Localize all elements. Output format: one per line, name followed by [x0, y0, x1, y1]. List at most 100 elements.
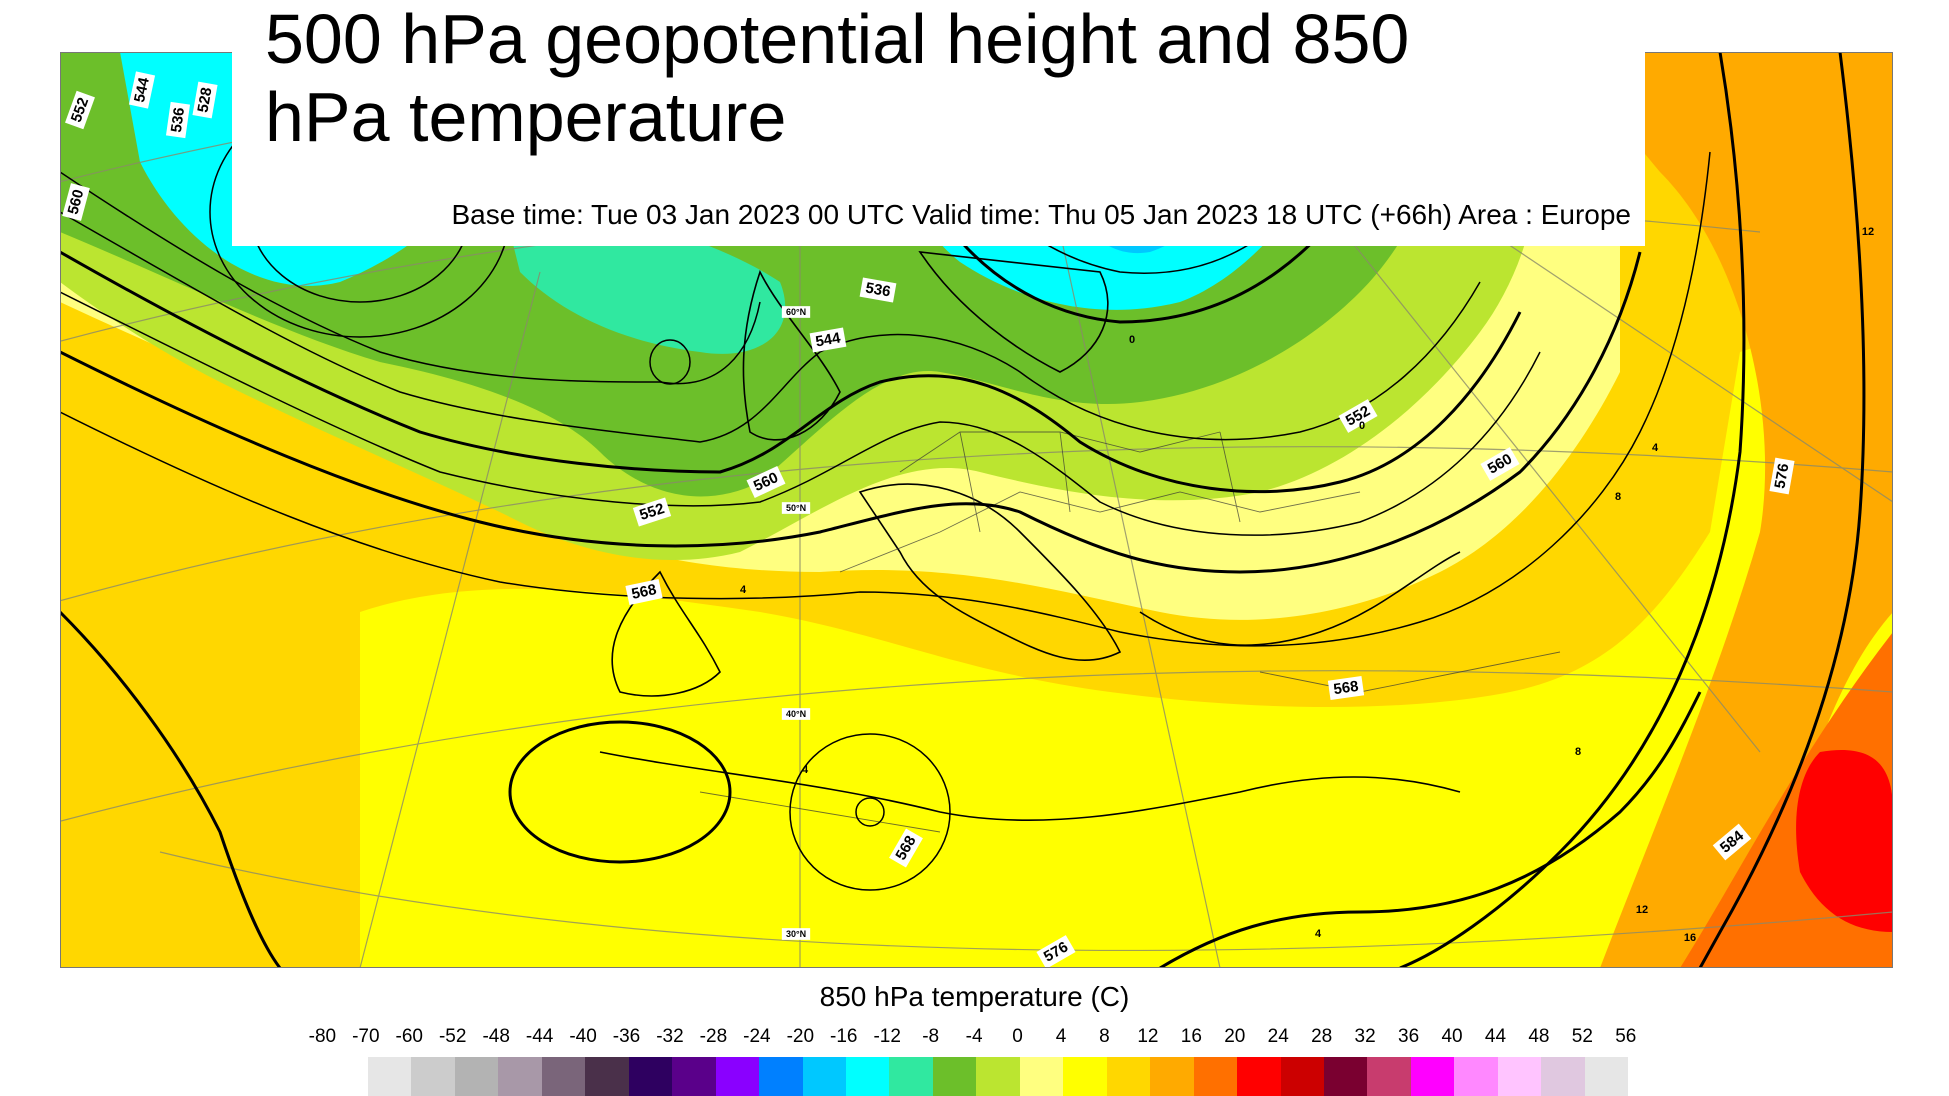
legend-tick-label: 32 [1354, 1026, 1376, 1047]
legend-tick-label: 24 [1267, 1026, 1289, 1047]
contour-label: 536 [165, 101, 191, 139]
legend-tick-label: 4 [1055, 1026, 1067, 1047]
legend-swatch [1019, 1057, 1064, 1096]
legend-swatch [759, 1057, 803, 1096]
latitude-label: 30°N [781, 928, 811, 940]
svg-text:0: 0 [1359, 420, 1365, 432]
svg-text:544: 544 [814, 329, 842, 350]
legend-title: 850 hPa temperature (C) [819, 981, 1130, 1012]
legend-tick-label: -8 [922, 1026, 940, 1047]
legend-swatch [1367, 1057, 1411, 1096]
legend-tick-label: -70 [352, 1026, 380, 1047]
temperature-label: 12 [1862, 226, 1874, 238]
legend-tick-label: -80 [308, 1026, 337, 1047]
latitude-label: 60°N [781, 306, 811, 318]
legend-tick-label: 36 [1398, 1026, 1420, 1047]
legend-swatch [411, 1057, 455, 1096]
legend-tick-label: -40 [569, 1026, 597, 1047]
svg-text:552: 552 [637, 500, 666, 524]
contour-label: 536 [859, 277, 897, 303]
legend-tick-label: 52 [1571, 1026, 1593, 1047]
legend-tick-label: -20 [786, 1026, 815, 1047]
legend-tick-label: -48 [482, 1026, 510, 1047]
legend-tick-label: -24 [743, 1026, 771, 1047]
legend-tick-label: 0 [1012, 1026, 1023, 1047]
svg-text:4: 4 [802, 764, 809, 776]
contour-label: 552 [632, 497, 672, 527]
svg-text:0: 0 [1129, 334, 1135, 346]
legend-swatch [628, 1057, 673, 1096]
legend-swatch [1193, 1057, 1238, 1096]
legend-swatch [585, 1057, 629, 1096]
temperature-label: 4 [1652, 442, 1659, 454]
svg-text:8: 8 [1575, 746, 1581, 758]
legend-swatch [976, 1057, 1020, 1096]
svg-text:576: 576 [1771, 462, 1792, 490]
graticule-label-layer: 60°N 50°N 40°N 30°N [781, 306, 811, 940]
contour-label: 576 [1769, 457, 1795, 495]
legend-tick-label: -44 [525, 1026, 554, 1047]
svg-text:60°N: 60°N [786, 307, 806, 317]
legend-swatch [1280, 1057, 1324, 1096]
temperature-label-layer: 404488121612440 [740, 136, 1874, 944]
contour-label: 576 [1036, 935, 1076, 968]
svg-text:12: 12 [1862, 226, 1874, 238]
temp-band-20-24 [1796, 750, 1893, 932]
svg-text:528: 528 [194, 86, 215, 114]
legend-swatch [889, 1057, 933, 1096]
legend-swatch [1584, 1057, 1629, 1096]
legend-tick-label: -4 [965, 1026, 983, 1047]
contour-label: 568 [625, 578, 663, 606]
legend-tick-label: 12 [1137, 1026, 1159, 1047]
temp-band-4-8 [360, 302, 1893, 968]
map-title: 500 hPa geopotential height and 850 hPa … [265, 0, 1410, 156]
legend-color-bar [368, 1057, 1629, 1096]
temperature-label: 4 [1315, 928, 1322, 940]
svg-text:4: 4 [740, 584, 747, 596]
svg-text:30°N: 30°N [786, 929, 806, 939]
legend-swatch [1106, 1057, 1151, 1096]
legend-swatch [1323, 1057, 1368, 1096]
legend-swatch [802, 1057, 846, 1096]
legend-tick-label: -12 [873, 1026, 901, 1047]
legend-tick-label: -28 [699, 1026, 728, 1047]
legend-tick-label: -36 [612, 1026, 641, 1047]
legend-tick-label: 40 [1441, 1026, 1463, 1047]
svg-text:536: 536 [864, 279, 892, 300]
legend-swatch [498, 1057, 542, 1096]
legend-swatch [368, 1057, 412, 1096]
legend-tick-label: -16 [830, 1026, 858, 1047]
legend-swatch [672, 1057, 716, 1096]
temperature-label: 8 [1615, 491, 1621, 503]
legend-tick-label: 44 [1484, 1026, 1507, 1047]
legend-tick-label: 56 [1615, 1026, 1637, 1047]
coastlines [599, 251, 1461, 822]
legend-swatch [1237, 1057, 1281, 1096]
legend-tick-label: 16 [1180, 1026, 1202, 1047]
legend-swatch [932, 1057, 977, 1096]
legend-tick-label: 8 [1099, 1026, 1110, 1047]
legend-tick-labels: -80 -70 -60 -52 -48 -44 -40 -36 -32 -28 -24 -20 -16-… [0, 1024, 1949, 1050]
legend-swatch [715, 1057, 760, 1096]
contour-label: 544 [809, 327, 847, 353]
svg-text:12: 12 [1636, 904, 1648, 916]
latitude-label: 50°N [781, 502, 811, 514]
legend-tick-label: -32 [656, 1026, 684, 1047]
temperature-label: 4 [740, 584, 747, 596]
svg-text:544: 544 [131, 75, 153, 104]
legend-tick-label: -60 [395, 1026, 423, 1047]
contour-label: 560 [62, 183, 90, 221]
svg-text:4: 4 [1315, 928, 1322, 940]
legend-swatch [454, 1057, 499, 1096]
temperature-label: 4 [802, 764, 809, 776]
temperature-label: 16 [1684, 932, 1696, 944]
temperature-label: 0 [1359, 420, 1365, 432]
legend-tick-label: 48 [1528, 1026, 1550, 1047]
temperature-label: 0 [1129, 334, 1135, 346]
legend-tick-label: -52 [438, 1026, 467, 1047]
country-borders [699, 431, 1561, 833]
title-panel [232, 0, 1645, 246]
svg-text:568: 568 [1332, 678, 1359, 698]
svg-text:536: 536 [168, 106, 188, 133]
